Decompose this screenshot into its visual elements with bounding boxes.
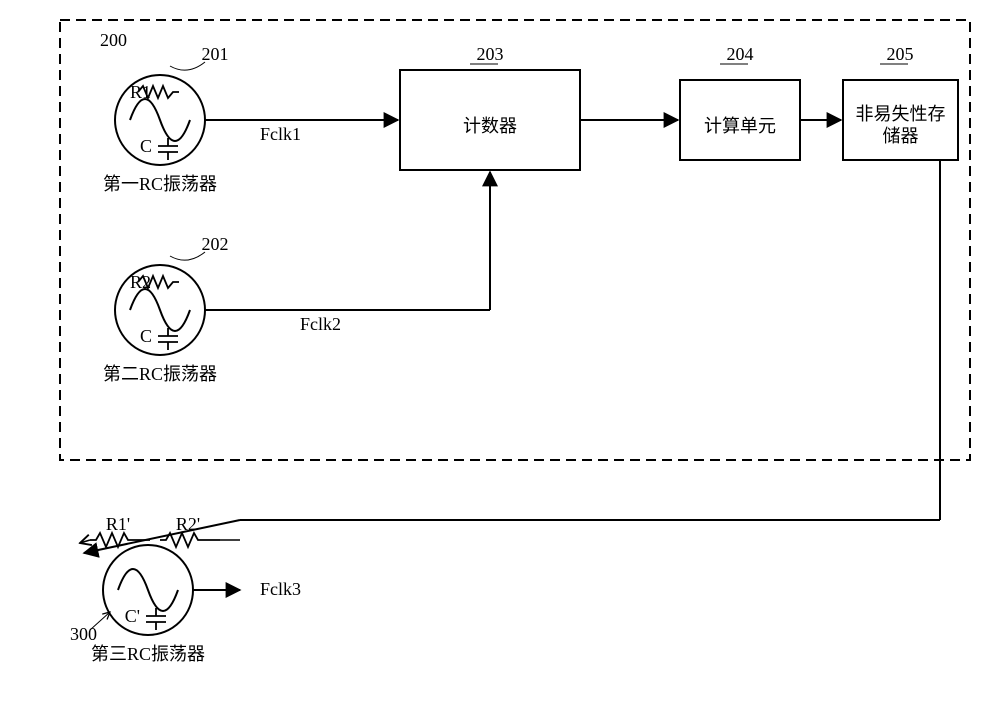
svg-text:R2: R2 bbox=[130, 272, 151, 292]
dashed-boundary bbox=[60, 20, 970, 460]
svg-text:R1': R1' bbox=[106, 514, 130, 534]
svg-text:C: C bbox=[140, 326, 152, 346]
label-fclk3: Fclk3 bbox=[260, 579, 301, 599]
svg-text:202: 202 bbox=[202, 234, 229, 254]
svg-text:C: C bbox=[140, 136, 152, 156]
svg-text:201: 201 bbox=[202, 44, 229, 64]
svg-text:第三RC振荡器: 第三RC振荡器 bbox=[91, 644, 205, 664]
svg-text:第一RC振荡器: 第一RC振荡器 bbox=[103, 174, 217, 194]
svg-text:非易失性存: 非易失性存 bbox=[856, 104, 946, 124]
rc-oscillator-2: R2 C bbox=[115, 265, 205, 355]
svg-text:205: 205 bbox=[887, 44, 914, 64]
rc-oscillator-3: C' bbox=[103, 545, 193, 635]
svg-text:储器: 储器 bbox=[883, 126, 919, 146]
svg-text:第二RC振荡器: 第二RC振荡器 bbox=[103, 364, 217, 384]
label-fclk1: Fclk1 bbox=[260, 124, 301, 144]
ref-200: 200 bbox=[100, 30, 127, 50]
svg-text:203: 203 bbox=[477, 44, 504, 64]
label-fclk2: Fclk2 bbox=[300, 314, 341, 334]
svg-text:204: 204 bbox=[727, 44, 754, 64]
svg-text:R1: R1 bbox=[130, 82, 151, 102]
rc-oscillator-1: R1 C bbox=[115, 75, 205, 165]
svg-text:计数器: 计数器 bbox=[463, 116, 517, 136]
svg-text:300: 300 bbox=[70, 624, 97, 644]
svg-text:计算单元: 计算单元 bbox=[704, 116, 776, 136]
svg-text:C': C' bbox=[125, 606, 140, 626]
